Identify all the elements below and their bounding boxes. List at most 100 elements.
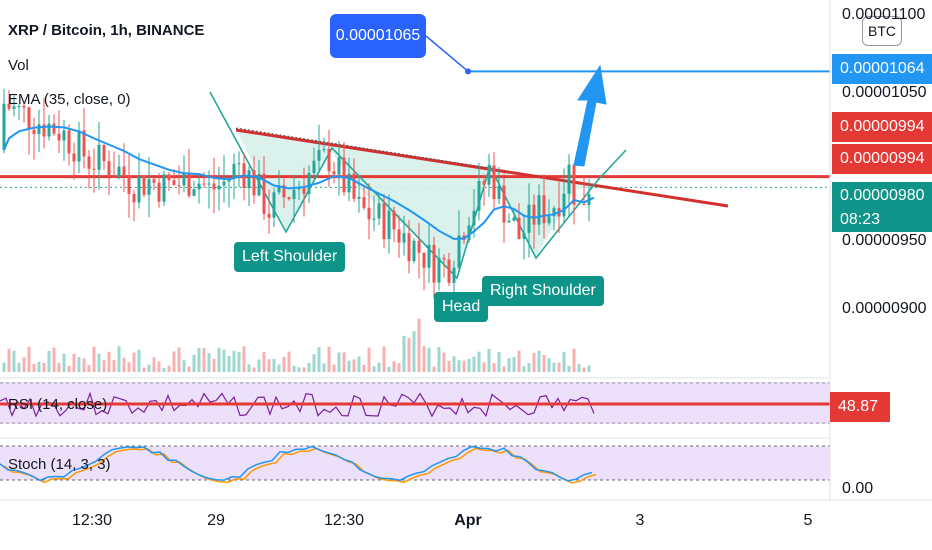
candle-body bbox=[152, 179, 156, 183]
volume-bar bbox=[277, 364, 281, 372]
candle-body bbox=[357, 196, 361, 199]
volume-bar bbox=[322, 363, 326, 372]
volume-bar bbox=[162, 367, 166, 372]
candle-body bbox=[27, 107, 31, 130]
candle-body bbox=[392, 210, 396, 230]
btc-currency-button[interactable]: BTC bbox=[862, 16, 902, 46]
candle-body bbox=[502, 185, 506, 223]
volume-bar bbox=[332, 364, 336, 372]
neckline-price-tag-2: 0.00000994 bbox=[832, 144, 932, 174]
volume-bar bbox=[437, 347, 441, 372]
volume-bar bbox=[407, 337, 411, 372]
volume-bar bbox=[37, 361, 41, 372]
axis-label-900: 0.00000900 bbox=[842, 300, 927, 317]
volume-bar bbox=[137, 349, 141, 372]
volume-bar bbox=[542, 355, 546, 372]
volume-bar bbox=[52, 347, 56, 372]
candle-body bbox=[207, 183, 211, 185]
volume-bar bbox=[422, 346, 426, 372]
volume-bar bbox=[467, 358, 471, 372]
candle-body bbox=[7, 103, 11, 109]
stoch-label: Stoch (14, 3, 3) bbox=[8, 456, 111, 473]
volume-bar bbox=[452, 356, 456, 372]
candle-body bbox=[522, 232, 526, 239]
candle-body bbox=[132, 193, 136, 203]
rsi-line bbox=[0, 391, 595, 418]
volume-bar bbox=[572, 348, 576, 372]
candle-body bbox=[407, 233, 411, 262]
volume-bar bbox=[182, 360, 186, 372]
volume-bar bbox=[192, 354, 196, 372]
volume-bar bbox=[167, 365, 171, 372]
candle-body bbox=[42, 124, 46, 137]
volume-bar bbox=[262, 351, 266, 372]
volume-bar bbox=[327, 346, 331, 372]
price-callout[interactable]: 0.00001065 bbox=[330, 14, 426, 58]
volume-bar bbox=[587, 365, 591, 372]
volume-bar bbox=[267, 359, 271, 372]
candle-body bbox=[442, 258, 446, 260]
volume-bar bbox=[382, 346, 386, 372]
volume-bar bbox=[477, 351, 481, 372]
volume-bar bbox=[22, 357, 26, 372]
candle-body bbox=[372, 218, 376, 220]
candle-body bbox=[352, 173, 356, 199]
volume-bar bbox=[307, 362, 311, 372]
volume-bar bbox=[367, 347, 371, 372]
candle-body bbox=[77, 130, 81, 162]
volume-bar bbox=[342, 352, 346, 372]
volume-bar bbox=[347, 360, 351, 372]
volume-bar bbox=[2, 362, 6, 372]
volume-bar bbox=[517, 350, 521, 372]
candle-body bbox=[562, 193, 566, 217]
volume-bar bbox=[567, 365, 571, 372]
candle-body bbox=[282, 185, 286, 198]
candle-body bbox=[512, 217, 516, 221]
candle-body bbox=[52, 123, 56, 134]
volume-bar bbox=[87, 365, 91, 372]
callout-connector bbox=[425, 35, 469, 72]
volume-bar bbox=[512, 357, 516, 372]
candle-body bbox=[272, 192, 276, 218]
axis-label-1100: 0.00001100 bbox=[842, 6, 926, 23]
neckline-price-tag-1: 0.00000994 bbox=[832, 112, 932, 142]
candle-body bbox=[492, 165, 496, 200]
candle-body bbox=[487, 165, 491, 185]
time-label-1230-a: 12:30 bbox=[71, 512, 113, 529]
candle-body bbox=[377, 203, 381, 219]
volume-bar bbox=[242, 346, 246, 372]
candle-body bbox=[187, 172, 191, 196]
volume-bar bbox=[482, 362, 486, 372]
volume-bar bbox=[402, 335, 406, 372]
candle-body bbox=[92, 168, 96, 170]
symbol-title: XRP / Bitcoin, 1h, BINANCE bbox=[8, 22, 205, 39]
volume-bar bbox=[447, 360, 451, 372]
volume-bar bbox=[352, 359, 356, 372]
candle-body bbox=[532, 204, 536, 225]
stoch-d-line bbox=[3, 447, 597, 484]
candle-body bbox=[182, 172, 186, 186]
candle-body bbox=[432, 244, 436, 283]
candle-body bbox=[217, 185, 221, 190]
head-label: Head bbox=[434, 292, 489, 322]
candle-body bbox=[332, 171, 336, 175]
candle-body bbox=[347, 173, 351, 193]
volume-bar bbox=[427, 347, 431, 372]
candle-body bbox=[382, 203, 386, 240]
axis-label-1050: 0.00001050 bbox=[842, 84, 927, 101]
volume-bar bbox=[297, 367, 301, 372]
volume-bar bbox=[92, 346, 96, 372]
callout-anchor bbox=[465, 68, 471, 75]
candle-body bbox=[402, 233, 406, 243]
volume-bar bbox=[82, 358, 86, 372]
candle-body bbox=[37, 124, 41, 135]
candle-body bbox=[232, 163, 236, 180]
candle-body bbox=[252, 170, 256, 196]
candle-body bbox=[417, 240, 421, 253]
volume-bar bbox=[12, 350, 16, 372]
candle-body bbox=[142, 176, 146, 195]
candle-body bbox=[137, 176, 141, 203]
candle-body bbox=[507, 220, 511, 223]
volume-bar bbox=[102, 360, 106, 372]
